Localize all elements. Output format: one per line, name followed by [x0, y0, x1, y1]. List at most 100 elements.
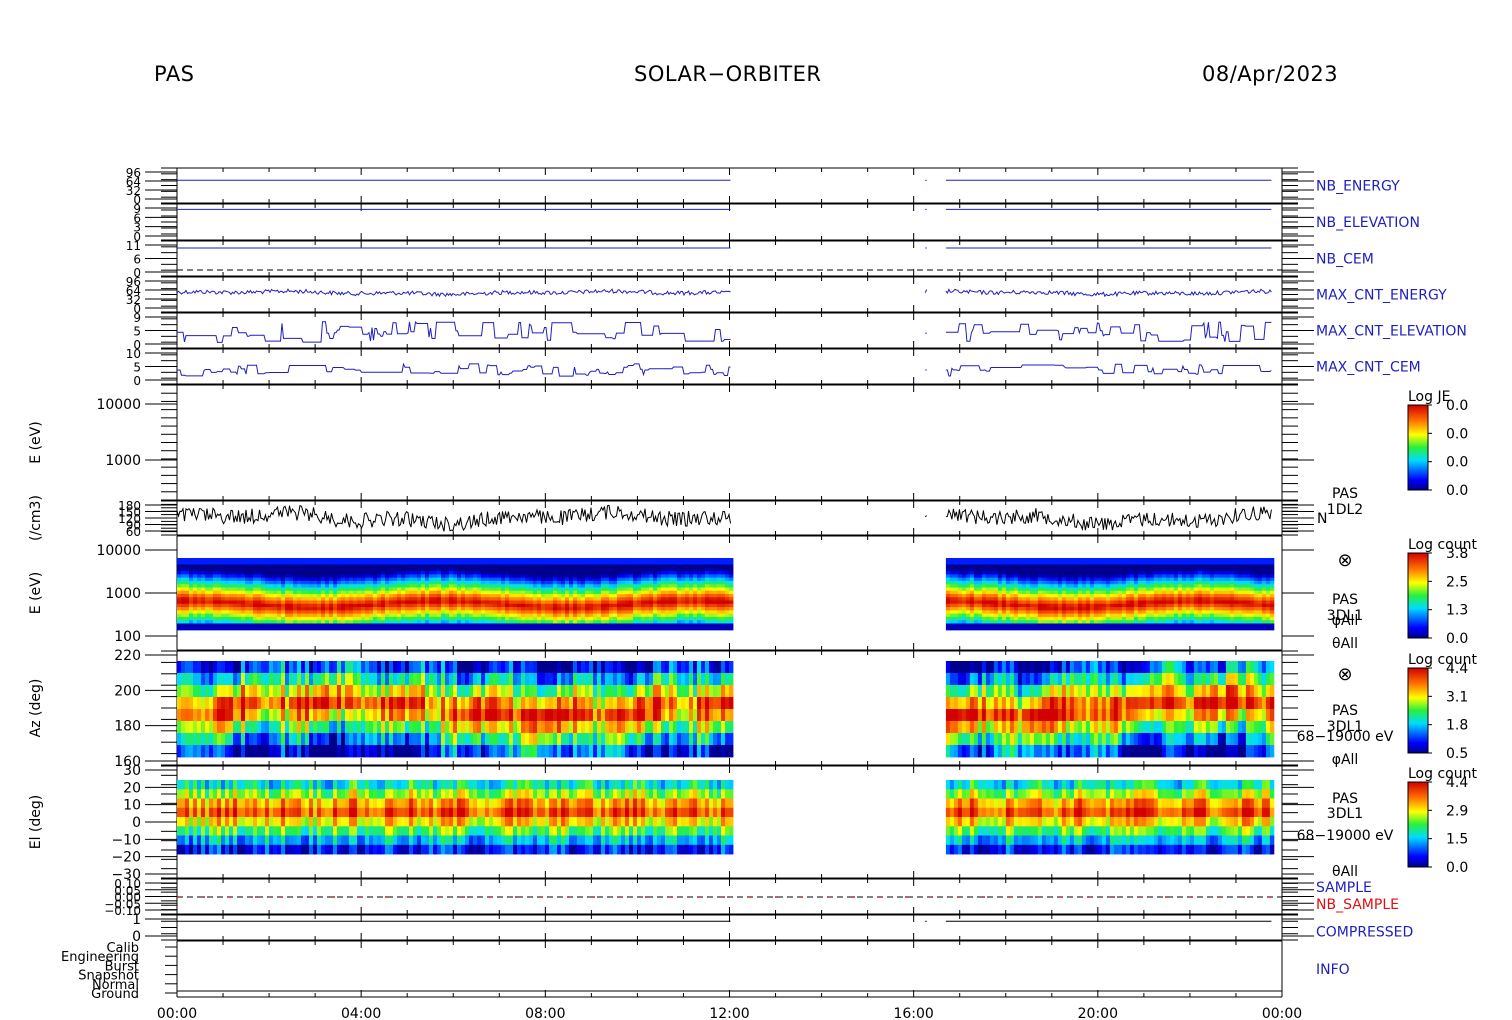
- heatmap-cell: [1081, 616, 1087, 621]
- heatmap-cell: [533, 600, 538, 605]
- heatmap-cell: [673, 580, 678, 585]
- heatmap-cell: [189, 574, 194, 579]
- heatmap-cell: [613, 564, 618, 569]
- heatmap-cell: [465, 616, 470, 621]
- heatmap-cell: [725, 561, 730, 565]
- heatmap-cell: [613, 558, 618, 562]
- heatmap-cell: [1089, 561, 1095, 565]
- heatmap-cell: [517, 626, 522, 631]
- heatmap-cell: [689, 580, 694, 585]
- heatmap-cell: [237, 623, 242, 628]
- heatmap-cell: [177, 584, 182, 588]
- heatmap-cell: [177, 620, 182, 624]
- heatmap-cell: [949, 594, 955, 598]
- heatmap-cell: [261, 607, 266, 611]
- heatmap-cell: [1017, 616, 1023, 621]
- heatmap-cell: [1061, 577, 1067, 582]
- heatmap-cell: [1065, 561, 1071, 565]
- heatmap-cell: [509, 626, 514, 631]
- heatmap-cell: [637, 567, 642, 572]
- heatmap-cell: [493, 616, 498, 621]
- heatmap-cell: [509, 613, 514, 618]
- heatmap-cell: [661, 561, 666, 565]
- heatmap-cell: [321, 623, 326, 628]
- heatmap-cell: [661, 623, 666, 628]
- heatmap-cell: [697, 600, 702, 605]
- heatmap-cell: [649, 590, 654, 595]
- heatmap-cell: [1033, 600, 1039, 605]
- heatmap-cell: [197, 584, 202, 588]
- heatmap-cell: [501, 616, 506, 621]
- heatmap-cell: [413, 623, 418, 628]
- heatmap-cell: [605, 623, 610, 628]
- heatmap-cell: [477, 623, 482, 628]
- heatmap-cell: [525, 610, 530, 615]
- heatmap-cell: [525, 577, 530, 582]
- heatmap-cell: [709, 610, 714, 615]
- heatmap-cell: [637, 574, 642, 579]
- heatmap-cell: [349, 577, 354, 582]
- heatmap-cell: [569, 620, 574, 624]
- heatmap-cell: [709, 567, 714, 572]
- heatmap-cell: [485, 594, 490, 598]
- heatmap-cell: [1005, 613, 1011, 618]
- heatmap-cell: [257, 613, 262, 618]
- heatmap-cell: [381, 613, 386, 618]
- heatmap-cell: [945, 590, 951, 595]
- heatmap-cell: [729, 577, 734, 582]
- heatmap-cell: [245, 571, 250, 575]
- heatmap-cell: [225, 561, 230, 565]
- heatmap-cell: [205, 626, 210, 631]
- heatmap-cell: [957, 571, 963, 575]
- heatmap-cell: [949, 564, 955, 569]
- heatmap-cell: [981, 603, 987, 608]
- heatmap-cell: [229, 561, 234, 565]
- heatmap-cell: [365, 558, 370, 562]
- heatmap-cell: [1021, 620, 1027, 624]
- heatmap-cell: [721, 607, 726, 611]
- heatmap-cell: [589, 574, 594, 579]
- heatmap-cell: [977, 580, 983, 585]
- heatmap-cell: [1089, 577, 1095, 582]
- heatmap-cell: [1081, 580, 1087, 585]
- heatmap-cell: [361, 594, 366, 598]
- heatmap-cell: [1037, 597, 1043, 601]
- heatmap-cell: [581, 610, 586, 615]
- heatmap-cell: [1037, 620, 1043, 624]
- heatmap-cell: [669, 597, 674, 601]
- heatmap-cell: [1037, 571, 1043, 575]
- heatmap-cell: [353, 574, 358, 579]
- heatmap-cell: [181, 626, 186, 631]
- heatmap-cell: [401, 577, 406, 582]
- heatmap-cell: [393, 567, 398, 572]
- heatmap-cell: [713, 616, 718, 621]
- heatmap-cell: [329, 558, 334, 562]
- heatmap-cell: [481, 580, 486, 585]
- heatmap-cell: [473, 613, 478, 618]
- heatmap-cell: [353, 613, 358, 618]
- heatmap-cell: [317, 577, 322, 582]
- heatmap-cell: [413, 564, 418, 569]
- heatmap-cell: [561, 577, 566, 582]
- heatmap-cell: [185, 613, 190, 618]
- heatmap-cell: [621, 613, 626, 618]
- heatmap-cell: [605, 594, 610, 598]
- heatmap-cell: [489, 587, 494, 592]
- heatmap-cell: [977, 600, 983, 605]
- heatmap-cell: [1037, 564, 1043, 569]
- heatmap-cell: [297, 594, 302, 598]
- heatmap-cell: [461, 626, 466, 631]
- heatmap-cell: [445, 561, 450, 565]
- heatmap-cell: [309, 571, 314, 575]
- heatmap-cell: [1093, 577, 1099, 582]
- heatmap-cell: [673, 600, 678, 605]
- heatmap-cell: [577, 558, 582, 562]
- heatmap-cell: [333, 597, 338, 601]
- heatmap-cell: [289, 594, 294, 598]
- heatmap-cell: [1061, 626, 1067, 631]
- heatmap-cell: [385, 600, 390, 605]
- heatmap-cell: [1045, 616, 1051, 621]
- heatmap-cell: [397, 571, 402, 575]
- heatmap-cell: [341, 567, 346, 572]
- heatmap-cell: [305, 594, 310, 598]
